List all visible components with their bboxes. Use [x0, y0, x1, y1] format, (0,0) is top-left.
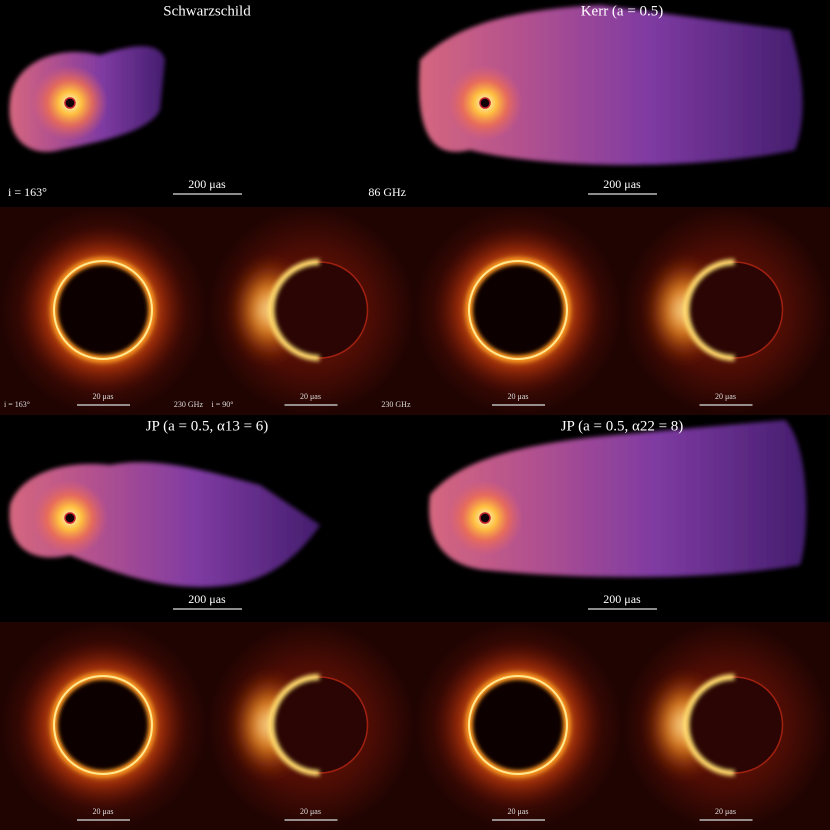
shadow: [686, 677, 783, 773]
scale-label: 20 μas: [93, 807, 114, 816]
inclination-label: i = 163°: [4, 400, 30, 409]
frequency-label: 230 GHz: [174, 400, 204, 409]
photon-ring: [468, 675, 568, 775]
ring-panel: 20 μas: [0, 622, 208, 830]
jet-panel: Schwarzschild 200 μas i = 163° 86 GHz: [8, 3, 406, 198]
scale-label: 20 μas: [93, 392, 114, 401]
shadow: [55, 677, 151, 773]
inclination-label: i = 163°: [8, 185, 47, 199]
scale-label: 200 μas: [188, 592, 226, 606]
scale-label: 20 μas: [300, 807, 321, 816]
shadow: [64, 512, 76, 524]
shadow: [55, 262, 151, 358]
jet-emission: [429, 420, 807, 577]
shadow: [64, 97, 76, 109]
scale-label: 20 μas: [508, 392, 529, 401]
scale-label: 200 μas: [603, 592, 641, 606]
scale-label: 20 μas: [300, 392, 321, 401]
photon-ring: [53, 675, 153, 775]
shadow: [271, 262, 368, 358]
scale-label: 200 μas: [188, 177, 226, 191]
bright-crescent: [268, 674, 320, 776]
panel-title: Kerr (a = 0.5): [581, 3, 664, 19]
ring-panel: 20 μas i = 163° 230 GHz: [0, 207, 208, 415]
shadow: [479, 512, 491, 524]
scale-label: 200 μas: [603, 177, 641, 191]
jet-panel: Kerr (a = 0.5) 200 μas: [419, 3, 803, 195]
frequency-label: 86 GHz: [368, 185, 406, 199]
photon-ring: [53, 260, 153, 360]
inclination-label: i = 90°: [212, 400, 234, 409]
shadow: [470, 677, 566, 773]
ring-panel: 20 μas: [415, 622, 623, 830]
ring-panel: 20 μas: [207, 622, 415, 830]
shadow: [271, 677, 368, 773]
bright-crescent: [268, 259, 320, 361]
frequency-label: 230 GHz: [381, 400, 411, 409]
panel-title: Schwarzschild: [163, 3, 251, 19]
scale-label: 20 μas: [508, 807, 529, 816]
ring-panel: 20 μas: [622, 207, 830, 415]
panel-title: JP (a = 0.5, α22 = 8): [561, 418, 684, 434]
ring-panel: 20 μas i = 90° 230 GHz: [207, 207, 415, 415]
ring-panel: 20 μas: [622, 622, 830, 830]
scale-label: 20 μas: [715, 392, 736, 401]
photon-ring: [468, 260, 568, 360]
scale-label: 20 μas: [715, 807, 736, 816]
bright-crescent: [683, 259, 735, 361]
panel-title: JP (a = 0.5, α13 = 6): [146, 418, 269, 434]
jet-panel: JP (a = 0.5, α13 = 6) 200 μas: [9, 418, 321, 610]
jet-panel: JP (a = 0.5, α22 = 8) 200 μas: [429, 418, 807, 610]
bright-crescent: [683, 674, 735, 776]
shadow: [479, 97, 491, 109]
shadow: [470, 262, 566, 358]
shadow: [686, 262, 783, 358]
ring-panel: 20 μas: [415, 207, 623, 415]
